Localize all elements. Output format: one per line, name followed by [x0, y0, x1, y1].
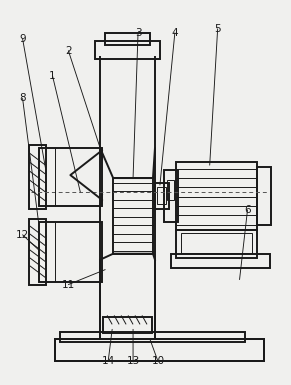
Text: 12: 12 [16, 230, 29, 240]
Bar [105, 33, 150, 45]
Bar [176, 162, 258, 230]
Bar [29, 145, 47, 209]
Text: 8: 8 [19, 94, 26, 104]
Text: 10: 10 [151, 356, 164, 366]
Text: 11: 11 [62, 280, 75, 290]
Bar [167, 180, 174, 200]
Bar [29, 219, 47, 285]
Bar [176, 230, 258, 258]
Text: 5: 5 [214, 24, 221, 34]
Text: 4: 4 [172, 28, 178, 38]
Text: 3: 3 [135, 28, 141, 38]
Bar [95, 41, 160, 59]
Text: 6: 6 [244, 205, 251, 215]
Bar [164, 170, 178, 222]
Bar [157, 187, 166, 204]
Bar [155, 183, 169, 209]
Bar [258, 167, 272, 225]
Bar [171, 254, 270, 268]
Text: 2: 2 [65, 46, 72, 56]
Text: 14: 14 [102, 356, 115, 366]
Bar [103, 317, 152, 333]
Bar [55, 339, 265, 361]
Text: 13: 13 [126, 356, 140, 366]
Bar [38, 222, 102, 281]
Bar [55, 339, 265, 361]
Text: 9: 9 [19, 34, 26, 44]
Bar [38, 148, 102, 206]
Bar [61, 332, 244, 342]
Bar [113, 178, 153, 254]
Bar [181, 233, 253, 253]
Text: 1: 1 [49, 70, 56, 80]
